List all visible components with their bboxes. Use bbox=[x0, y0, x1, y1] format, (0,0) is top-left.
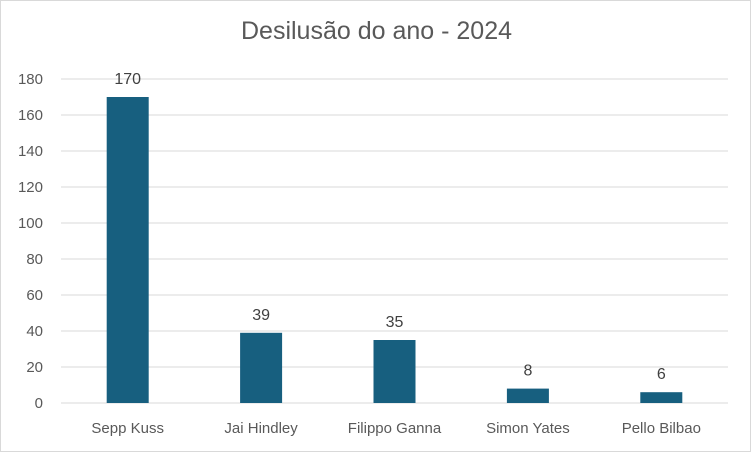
x-tick-label: Jai Hindley bbox=[224, 420, 298, 437]
x-tick-label: Pello Bilbao bbox=[622, 420, 701, 437]
chart-title: Desilusão do ano - 2024 bbox=[240, 17, 513, 45]
data-label: 35 bbox=[386, 314, 404, 331]
x-tick-label: Filippo Ganna bbox=[348, 420, 442, 437]
y-tick-label: 140 bbox=[18, 143, 43, 160]
y-tick-label: 20 bbox=[26, 359, 43, 376]
x-tick-label: Simon Yates bbox=[486, 420, 570, 437]
bar bbox=[373, 340, 416, 403]
y-tick-label: 60 bbox=[26, 287, 43, 304]
bar bbox=[240, 332, 283, 403]
y-tick-label: 40 bbox=[26, 323, 43, 340]
data-label: 8 bbox=[523, 363, 532, 380]
y-tick-label: 80 bbox=[26, 251, 43, 268]
y-tick-label: 100 bbox=[18, 215, 43, 232]
y-tick-label: 0 bbox=[35, 395, 43, 412]
bar bbox=[506, 388, 549, 403]
y-tick-label: 180 bbox=[18, 71, 43, 88]
bar bbox=[106, 97, 149, 403]
data-label: 6 bbox=[657, 366, 666, 383]
y-tick-label: 160 bbox=[18, 107, 43, 124]
y-tick-label: 120 bbox=[18, 179, 43, 196]
bar bbox=[640, 392, 683, 403]
x-tick-label: Sepp Kuss bbox=[91, 420, 164, 437]
data-label: 170 bbox=[114, 71, 141, 88]
data-label: 39 bbox=[252, 307, 270, 324]
